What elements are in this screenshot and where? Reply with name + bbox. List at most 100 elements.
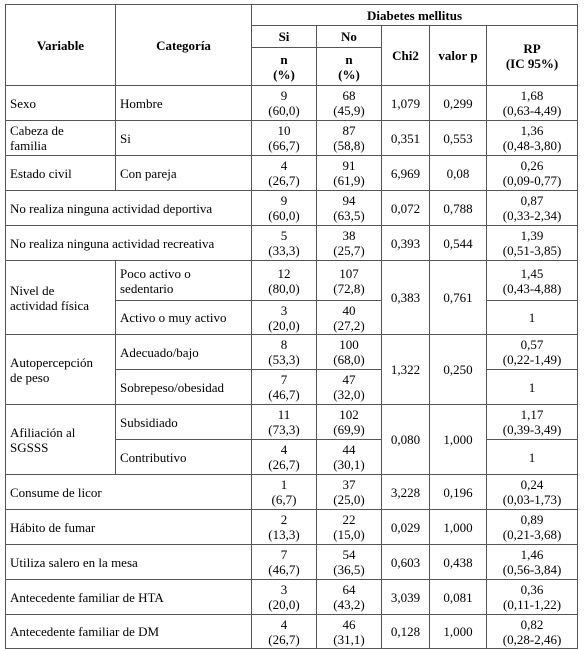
table-row: Hábito de fumar 2 (13,3) 22 (15,0) 0,029 1…: [5, 509, 579, 545]
variable-cell: Afiliación al SGSSS: [5, 404, 116, 475]
p-cell: 1,000: [429, 509, 487, 545]
variable-line-1: Afiliación al: [10, 424, 76, 440]
no-pct: (61,9): [333, 173, 365, 188]
si-cell: 4 (26,7): [251, 439, 317, 475]
si-n: 2: [280, 512, 288, 527]
no-n: 22: [342, 512, 356, 527]
no-cell: 47 (32,0): [316, 369, 382, 405]
variable-line-1: Autopercepción: [10, 354, 94, 370]
rp-cell: 1,36 (0,48-3,80): [485, 120, 579, 156]
si-cell: 3 (20,0): [251, 579, 317, 615]
no-n: 107: [339, 265, 359, 281]
no-n: 87: [342, 123, 356, 138]
si-n: 11: [277, 407, 291, 422]
p-cell: 0,553: [429, 120, 487, 156]
rp-cell: 1,46 (0,56-3,84): [485, 544, 579, 580]
si-n: 7: [280, 372, 288, 387]
rp-cell: 0,89 (0,21-3,68): [485, 509, 579, 545]
table-row: Afiliación al SGSSS Subsidiado 11 (73,3) 1…: [5, 404, 579, 475]
si-n: 4: [280, 616, 288, 632]
category-cell: Contributivo: [115, 439, 252, 475]
table-row: Sobrepeso/obesidad 7 (46,7) 47 (32,0) 1: [6, 369, 579, 405]
si-n: 1: [280, 477, 288, 492]
variable-cell: Sexo: [5, 85, 116, 121]
si-cell: 8 (53,3): [251, 334, 317, 370]
si-pct: (46,7): [268, 387, 300, 402]
no-n: 68: [342, 88, 356, 103]
no-pct: (32,0): [333, 387, 365, 402]
rp-cell: 1: [485, 439, 579, 475]
no-n: 102: [339, 407, 359, 422]
header-categoria: Categoría: [115, 4, 252, 86]
si-pct: (26,7): [268, 173, 300, 188]
header-chi2: Chi2: [381, 25, 430, 86]
table-row: Antecedente familiar de DM 4 (26,7) 46 (31…: [5, 614, 579, 649]
header-valor-p: valor p: [429, 25, 487, 86]
category-cell: Hombre: [115, 85, 252, 121]
rp-value: 0,36: [520, 582, 544, 597]
chi2-cell: 1,079: [381, 85, 430, 121]
variable-line-1: Nivel de: [10, 282, 55, 298]
variable-line-2: familia: [10, 138, 47, 153]
header-row-2: Si No Chi2 valor p RP (IC 95%): [6, 25, 579, 86]
no-cell: 68 (45,9): [316, 85, 382, 121]
header-n-label: n: [345, 51, 353, 67]
no-pct: (27,2): [333, 317, 365, 333]
si-pct: (20,0): [268, 317, 300, 333]
no-pct: (72,8): [333, 280, 365, 296]
category-cell: Activo o muy activo: [115, 300, 252, 335]
si-pct: (33,3): [268, 243, 300, 258]
variable-cell: Estado civil: [5, 155, 116, 191]
rp-cell: 0,36 (0,11-1,22): [485, 579, 579, 615]
ic-value: (0,56-3,84): [502, 562, 562, 577]
chi2-cell: 3,228: [381, 474, 430, 510]
no-pct: (45,9): [333, 103, 365, 118]
rp-value: 1,17: [520, 407, 544, 422]
si-cell: 9 (60,0): [251, 85, 317, 121]
rp-cell: 0,57 (0,22-1,49): [485, 334, 579, 370]
rp-cell: 1,17 (0,39-3,49): [485, 404, 579, 440]
si-cell: 1 (6,7): [251, 474, 317, 510]
p-cell: 0,250: [429, 334, 487, 405]
no-cell: 37 (25,0): [316, 474, 382, 510]
header-row-1: Variable Categoría Diabetes mellitus: [5, 4, 579, 86]
si-n: 4: [280, 158, 288, 173]
rp-cell: 0,26 (0,09-0,77): [485, 155, 579, 191]
header-si: Si: [251, 25, 317, 48]
p-cell: 0,196: [429, 474, 487, 510]
si-n: 5: [280, 228, 288, 243]
category-line-1: Poco activo o: [120, 265, 191, 281]
variable-cell: Utiliza salero en la mesa: [5, 544, 252, 580]
si-pct: (53,3): [268, 352, 300, 367]
no-cell: 102 (69,9): [316, 404, 382, 440]
rp-value: 0,82: [520, 616, 544, 632]
si-n: 9: [280, 88, 288, 103]
no-pct: (43,2): [333, 597, 365, 612]
si-pct: (80,0): [268, 280, 300, 296]
si-pct: (13,3): [268, 527, 300, 542]
rp-cell: 1,39 (0,51-3,85): [485, 225, 579, 261]
variable-cell: Antecedente familiar de HTA: [5, 579, 252, 615]
no-n: 38: [342, 228, 356, 243]
rp-value: 0,26: [520, 158, 544, 173]
rp-value: 0,24: [520, 477, 544, 492]
si-cell: 4 (26,7): [251, 155, 317, 191]
header-pct-label: (%): [273, 66, 295, 82]
variable-cell: Autopercepción de peso: [5, 334, 116, 405]
table-row: Activo o muy activo 3 (20,0) 40 (27,2) 1: [6, 300, 579, 335]
ic-value: (0,48-3,80): [502, 138, 562, 153]
header-si-n: n (%): [251, 47, 317, 86]
si-n: 9: [280, 193, 288, 208]
si-pct: (20,0): [268, 597, 300, 612]
variable-cell: Consume de licor: [5, 474, 252, 510]
chi2-cell: 3,039: [381, 579, 430, 615]
no-pct: (69,9): [333, 422, 365, 437]
table-row: Cabeza de familia Si 10 (66,7) 87 (58,8) 0,…: [5, 120, 579, 156]
no-cell: 107 (72,8): [316, 260, 382, 301]
no-n: 94: [342, 193, 356, 208]
p-cell: 0,544: [429, 225, 487, 261]
si-cell: 7 (46,7): [251, 369, 317, 405]
no-cell: 64 (43,2): [316, 579, 382, 615]
no-cell: 38 (25,7): [316, 225, 382, 261]
no-cell: 44 (30,1): [316, 439, 382, 475]
